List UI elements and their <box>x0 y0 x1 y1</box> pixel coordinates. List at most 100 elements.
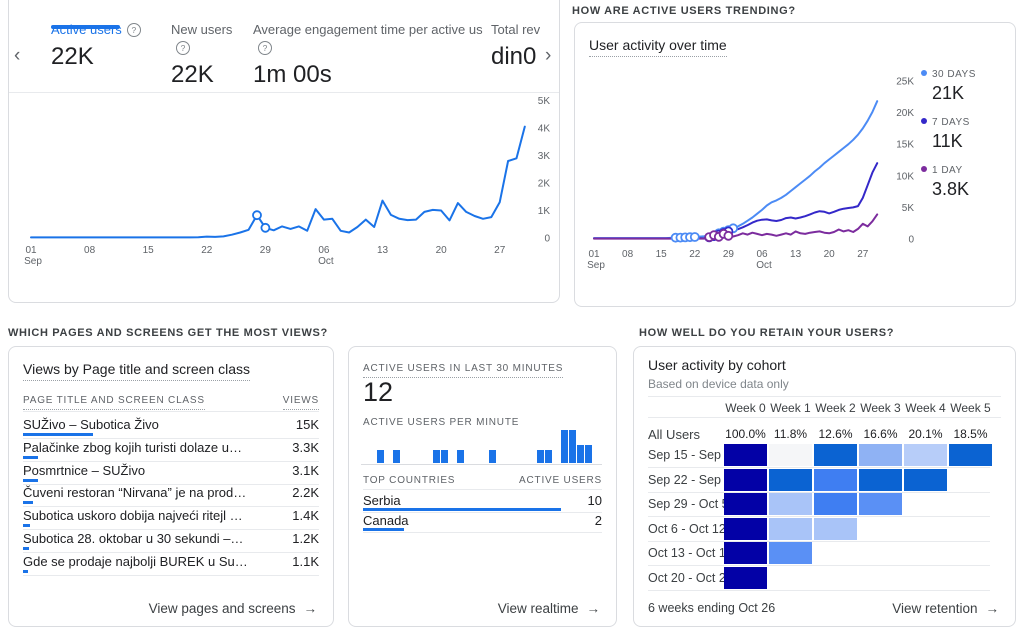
minute-bar <box>489 450 496 463</box>
activity-card-title[interactable]: User activity over time <box>589 37 727 57</box>
per-minute-label: ACTIVE USERS PER MINUTE <box>363 417 520 428</box>
cohort-cell <box>859 444 902 466</box>
svg-text:0: 0 <box>544 234 550 245</box>
page-views: 2.2K <box>292 485 319 501</box>
metric-tab-label: New users <box>171 22 233 37</box>
metric-tab-label: Total rev <box>491 22 541 37</box>
cohort-cell <box>769 444 812 466</box>
svg-text:10K: 10K <box>896 171 914 182</box>
row-divider <box>23 506 319 508</box>
legend-value: 11K <box>932 131 963 151</box>
all-users-value: 18.5% <box>953 427 988 441</box>
view-realtime-link[interactable]: View realtime → <box>497 601 600 616</box>
arrow-right-icon: → <box>303 601 318 616</box>
legend-label: 1 DAY <box>921 165 969 176</box>
svg-text:13: 13 <box>377 245 389 256</box>
cohort-cell <box>859 468 902 491</box>
svg-text:27: 27 <box>857 249 869 260</box>
minute-bar <box>441 450 448 463</box>
all-users-value: 12.6% <box>818 427 853 441</box>
cohort-row-label: Oct 20 - Oct 26 <box>648 571 733 585</box>
svg-text:27: 27 <box>494 245 506 256</box>
page-views: 1.1K <box>292 553 319 569</box>
key-metrics-card: ‹ › Active users? 22K New users? 22K Average… <box>8 0 560 303</box>
view-retention-link[interactable]: View retention → <box>892 601 999 616</box>
page-views: 3.3K <box>292 439 319 455</box>
pages-views-card: Views by Page title and screen class PAG… <box>8 346 334 627</box>
view-pages-link[interactable]: View pages and screens → <box>148 601 318 616</box>
cohort-cell <box>724 542 767 565</box>
cohort-row-label: Sep 15 - Sep 21 <box>648 448 739 462</box>
realtime-card: ACTIVE USERS IN LAST 30 MINUTES 12 ACTIV… <box>348 346 617 627</box>
legend-label: 30 DAYS <box>921 69 976 80</box>
metric-tab-active-users[interactable]: Active users? 22K <box>51 21 161 71</box>
all-users-label: All Users <box>648 427 701 442</box>
row-divider <box>23 552 319 553</box>
country-name: Canada <box>363 513 409 528</box>
all-users-value: 11.8% <box>773 427 808 441</box>
svg-text:Sep: Sep <box>24 256 42 267</box>
scroll-right-icon[interactable]: › <box>545 45 552 66</box>
cohort-cell <box>724 517 767 540</box>
cohort-footer-note: 6 weeks ending Oct 26 <box>648 601 776 615</box>
svg-text:3K: 3K <box>538 151 551 162</box>
minute-bar <box>561 430 568 463</box>
cohort-cell <box>814 468 857 491</box>
minute-bar <box>393 450 400 463</box>
svg-text:06: 06 <box>756 249 768 260</box>
active-users-30min-value: 12 <box>363 377 394 407</box>
row-divider <box>23 529 319 531</box>
country-bar <box>363 508 562 511</box>
page-views: 1.4K <box>292 508 319 524</box>
svg-text:20: 20 <box>436 245 448 256</box>
metric-tab-label-row: Total rev <box>491 21 553 39</box>
active-users-per-minute-chart <box>361 430 601 463</box>
svg-text:Sep: Sep <box>587 260 605 271</box>
views-bar <box>23 455 39 459</box>
page-title: SUŽivo – Subotica Živo <box>23 417 159 432</box>
page-title: Gde se prodaje najbolji BUREK u Su… <box>23 553 248 569</box>
metric-tab-value: din0 <box>491 43 537 70</box>
metric-tab-average-engagement-time-per-active-user[interactable]: Average engagement time per active user?… <box>253 21 483 89</box>
metric-tab-total-rev[interactable]: Total rev din0 <box>491 21 553 71</box>
cohort-cell <box>724 444 767 466</box>
cohort-cell <box>769 542 812 565</box>
legend-dot-icon <box>921 70 927 76</box>
svg-text:20: 20 <box>824 249 836 260</box>
help-icon[interactable]: ? <box>258 41 272 55</box>
cohort-row-divider <box>648 491 990 493</box>
scroll-left-icon[interactable]: ‹ <box>14 45 21 66</box>
minute-bar <box>545 450 552 463</box>
cohort-cell <box>904 444 947 466</box>
row-divider <box>23 574 319 576</box>
metric-tab-label: Average engagement time per active user <box>253 22 483 37</box>
metric-tab-label: Active users <box>51 22 122 37</box>
cohort-card-title[interactable]: User activity by cohort <box>648 357 786 373</box>
metric-tab-value: 22K <box>51 43 94 70</box>
week-header: Week 3 <box>860 401 901 415</box>
page-row: Čuveni restoran “Nirvana” je na prod… 2.2… <box>23 485 319 508</box>
pages-card-title[interactable]: Views by Page title and screen class <box>23 361 250 381</box>
metric-tab-value: 22K <box>171 61 214 88</box>
metric-tab-label-row: New users? <box>171 21 246 57</box>
views-column-title: VIEWS <box>282 395 319 410</box>
country-name: Serbia <box>363 493 401 508</box>
help-icon[interactable]: ? <box>126 23 141 37</box>
cohort-row-label: Sep 29 - Oct 5 <box>648 497 729 512</box>
metric-tab-new-users[interactable]: New users? 22K <box>171 21 246 89</box>
week-header: Week 0 <box>725 401 766 415</box>
help-icon[interactable]: ? <box>176 41 190 55</box>
views-bar <box>23 433 93 436</box>
svg-text:15K: 15K <box>896 140 914 151</box>
cohort-row-divider <box>648 540 990 542</box>
svg-text:15: 15 <box>656 249 668 260</box>
cohort-retention-card: User activity by cohort Based on device … <box>633 346 1016 627</box>
svg-text:25K: 25K <box>896 77 914 88</box>
page-row: Posmrtnice – SUŽivo 3.1K <box>23 463 319 485</box>
user-activity-card: User activity over time 0 5K 10K 15K 20K 25K 0… <box>574 22 1016 307</box>
svg-text:13: 13 <box>790 249 802 260</box>
legend-dot-icon <box>921 166 927 172</box>
active-users-30min-label[interactable]: ACTIVE USERS IN LAST 30 MINUTES <box>363 363 564 378</box>
week-header: Week 4 <box>905 401 946 415</box>
page-title: Subotica uskoro dobija najveći ritejl … <box>23 508 243 524</box>
